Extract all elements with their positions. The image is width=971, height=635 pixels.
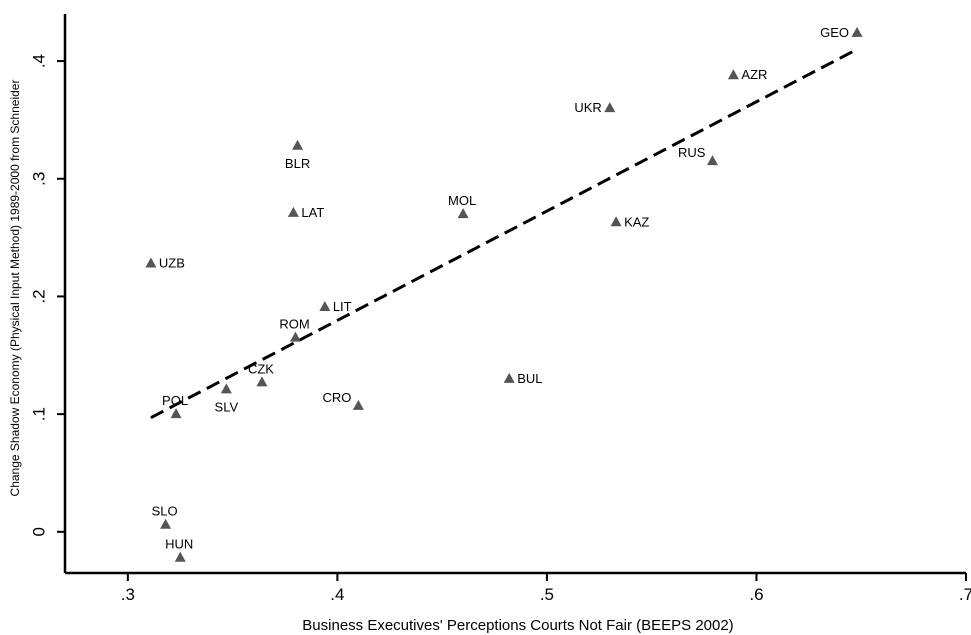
data-point-hun: HUN bbox=[165, 537, 193, 562]
triangle-marker bbox=[160, 518, 172, 529]
data-point-lat: LAT bbox=[287, 205, 324, 220]
triangle-marker bbox=[604, 102, 616, 113]
point-label: MOL bbox=[448, 193, 476, 208]
point-label: HUN bbox=[165, 537, 193, 552]
data-point-uzb: UZB bbox=[145, 255, 185, 270]
point-label: CRO bbox=[322, 390, 351, 405]
triangle-marker bbox=[610, 216, 622, 227]
point-label: AZR bbox=[741, 67, 767, 82]
triangle-marker bbox=[289, 331, 301, 342]
point-label: BUL bbox=[517, 371, 542, 386]
data-point-bul: BUL bbox=[503, 371, 543, 386]
data-point-azr: AZR bbox=[727, 67, 767, 82]
triangle-marker bbox=[319, 301, 331, 312]
triangle-marker bbox=[457, 208, 469, 219]
triangle-marker bbox=[352, 399, 364, 410]
point-label: BLR bbox=[285, 156, 310, 171]
point-label: UZB bbox=[159, 255, 185, 270]
x-tick-label: .3 bbox=[121, 585, 135, 604]
point-label: SLO bbox=[152, 504, 178, 519]
data-point-mol: MOL bbox=[448, 193, 476, 219]
y-tick-label: 0 bbox=[30, 527, 49, 536]
y-tick-label: .3 bbox=[30, 172, 49, 186]
point-label: CZK bbox=[248, 361, 274, 376]
data-point-rom: ROM bbox=[279, 317, 310, 342]
point-label: GEO bbox=[820, 25, 849, 40]
data-point-blr: BLR bbox=[285, 139, 310, 171]
data-point-rus: RUS bbox=[678, 145, 718, 166]
point-label: LAT bbox=[301, 205, 324, 220]
data-points: GEO AZR UKR RUS BLR LAT MOL KAZ UZB LIT ROM BUL CZK S… bbox=[145, 25, 863, 562]
x-tick-label: .5 bbox=[540, 585, 554, 604]
triangle-marker bbox=[292, 139, 304, 150]
y-tick-label: .2 bbox=[30, 289, 49, 303]
chart-axes: .3 .4 .5 .6 .7 0 .1 .2 .3 .4 bbox=[30, 14, 971, 604]
y-axis-label: Change Shadow Economy (Physical Input Me… bbox=[8, 80, 22, 497]
data-point-pol: POL bbox=[162, 393, 188, 419]
data-point-kaz: KAZ bbox=[610, 214, 649, 229]
data-point-slo: SLO bbox=[152, 504, 178, 529]
triangle-marker bbox=[287, 206, 299, 217]
triangle-marker bbox=[851, 26, 863, 37]
point-label: RUS bbox=[678, 145, 706, 160]
triangle-marker bbox=[256, 376, 268, 387]
triangle-marker bbox=[170, 408, 182, 419]
data-point-czk: CZK bbox=[248, 361, 274, 387]
triangle-marker bbox=[706, 155, 718, 166]
y-tick-label: .4 bbox=[30, 54, 49, 68]
triangle-marker bbox=[145, 257, 157, 268]
data-point-lit: LIT bbox=[319, 299, 352, 314]
triangle-marker bbox=[503, 372, 515, 383]
triangle-marker bbox=[174, 551, 186, 562]
fitted-line bbox=[150, 47, 858, 419]
triangle-marker bbox=[220, 383, 232, 394]
point-label: POL bbox=[162, 393, 188, 408]
x-tick-label: .4 bbox=[330, 585, 344, 604]
data-point-ukr: UKR bbox=[574, 100, 616, 115]
point-label: LIT bbox=[333, 299, 352, 314]
x-tick-label: .7 bbox=[959, 585, 971, 604]
data-point-slv: SLV bbox=[215, 383, 239, 414]
triangle-marker bbox=[727, 69, 739, 80]
x-axis-label: Business Executives' Perceptions Courts … bbox=[302, 617, 733, 634]
x-tick-label: .6 bbox=[749, 585, 763, 604]
point-label: UKR bbox=[574, 100, 601, 115]
point-label: KAZ bbox=[624, 214, 649, 229]
data-point-geo: GEO bbox=[820, 25, 863, 40]
point-label: SLV bbox=[215, 399, 239, 414]
y-tick-label: .1 bbox=[30, 407, 49, 421]
fit-line-group bbox=[150, 47, 858, 419]
data-point-cro: CRO bbox=[322, 390, 364, 410]
point-label: ROM bbox=[279, 317, 309, 332]
